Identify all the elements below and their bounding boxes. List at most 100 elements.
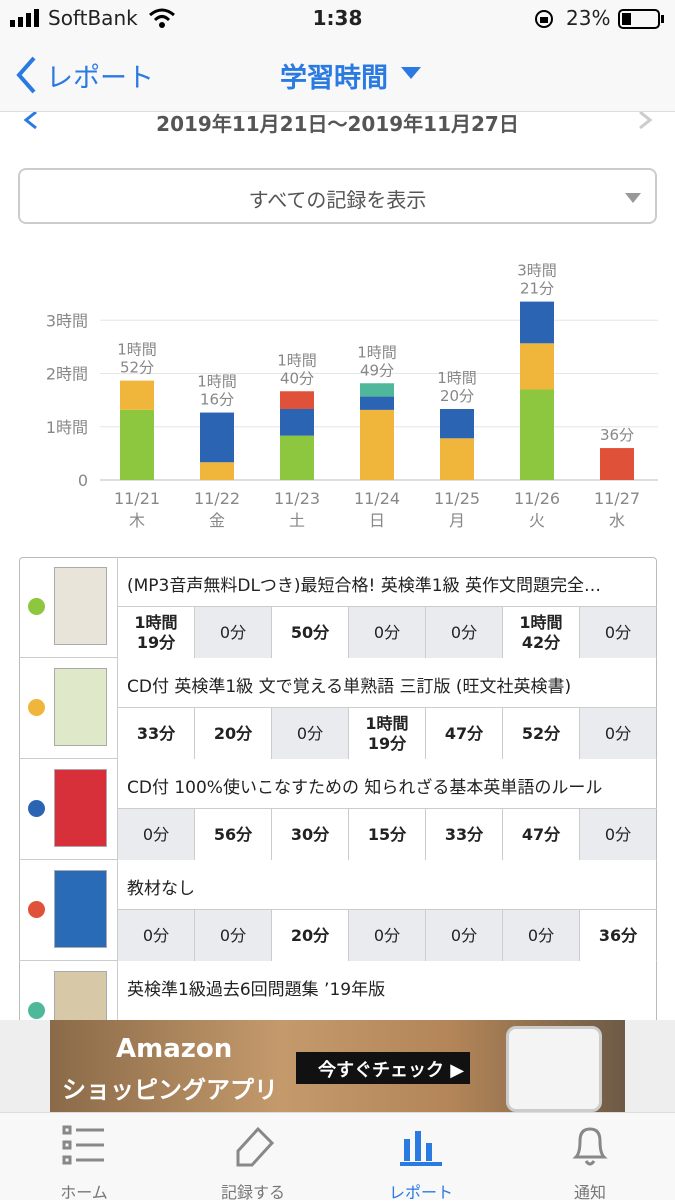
ad-area: Amazon ショッピングアプリ 今すぐチェック ▶: [0, 1020, 675, 1112]
material-title: (MP3音声無料DLつき)最短合格! 英検準1級 英作文問題完全…: [127, 576, 601, 596]
divider: [117, 961, 118, 1020]
time-text: 52分: [521, 723, 561, 743]
time-text: 47分: [444, 723, 484, 743]
report-icon[interactable]: [400, 1127, 444, 1167]
time-text: 50分: [290, 622, 330, 642]
x-tick-label: 11/24: [354, 489, 400, 508]
bar-segment: [200, 412, 234, 463]
lock-icon: [535, 10, 553, 28]
ad-button[interactable]: 今すぐチェック ▶: [296, 1052, 470, 1084]
tab-bar: ホーム 記録する レポート 通知: [0, 1112, 675, 1202]
home-icon[interactable]: [62, 1125, 106, 1165]
signal-icon: [10, 9, 39, 27]
divider: [117, 606, 657, 607]
ad-app: ショッピングアプリ: [62, 1076, 278, 1104]
y-tick-label: 1時間: [46, 418, 88, 437]
total-label: 21分: [520, 280, 554, 298]
total-label: 49分: [360, 361, 394, 379]
title-dropdown-arrow[interactable]: [400, 66, 422, 80]
weekday-label: 火: [529, 511, 545, 530]
notify-icon[interactable]: [570, 1123, 610, 1169]
nav-title[interactable]: 学習時間: [280, 63, 388, 94]
time-cell: 33分: [117, 708, 194, 759]
next-week[interactable]: [636, 112, 656, 132]
bar-segment: [360, 409, 394, 480]
bar-segment: [360, 396, 394, 410]
date-range: 2019年11月21日〜2019年11月27日: [156, 112, 519, 136]
x-tick-label: 11/23: [274, 489, 320, 508]
material-thumbnail: [54, 668, 107, 746]
time-text: 20分: [213, 723, 253, 743]
time-text: 30分: [290, 824, 330, 844]
bar-segment: [280, 435, 314, 480]
materials-table: (MP3音声無料DLつき)最短合格! 英検準1級 英作文問題完全… 1時間 19分 0…: [0, 557, 675, 1020]
material-dot: [28, 699, 45, 716]
time-text: 0分: [527, 925, 555, 945]
back-button[interactable]: レポート: [46, 63, 154, 94]
ad-banner[interactable]: Amazon ショッピングアプリ 今すぐチェック ▶: [50, 1020, 625, 1112]
material-thumbnail: [54, 870, 107, 948]
time-cell: 0分: [425, 910, 502, 961]
material-dot: [28, 1002, 45, 1019]
time-cell: 0分: [194, 910, 271, 961]
filter-label: すべての記録を表示: [248, 188, 427, 212]
time-text: 47分: [521, 824, 561, 844]
total-label: 20分: [440, 387, 474, 405]
time-cell: 33分: [425, 809, 502, 860]
time-text: 0分: [219, 925, 247, 945]
y-tick-label: 2時間: [46, 365, 88, 384]
filter-dropdown[interactable]: すべての記録を表示: [18, 168, 657, 224]
material-title: CD付 100%使いこなすための 知られざる基本英単語のルール: [127, 778, 603, 798]
time-text: 15分: [367, 824, 407, 844]
filter-arrow: [625, 193, 641, 203]
time-cell: 1時間 19分: [117, 607, 194, 658]
bar-segment: [520, 343, 554, 390]
time-cell: 0分: [425, 607, 502, 658]
time-text: 0分: [219, 622, 247, 642]
prev-week[interactable]: [20, 112, 40, 132]
time-cell: 20分: [194, 708, 271, 759]
time-text: 0分: [604, 622, 632, 642]
time-text: 33分: [444, 824, 484, 844]
ad-button-label: 今すぐチェック: [318, 1060, 444, 1081]
material-row: CD付 100%使いこなすための 知られざる基本英単語のルール 0分 56分 30分 1…: [19, 759, 657, 860]
tab-label[interactable]: レポート: [388, 1183, 453, 1202]
battery-percent: 23%: [566, 6, 611, 30]
time-cell: 47分: [502, 809, 579, 860]
time-cell: 0分: [348, 910, 425, 961]
total-label: 1時間: [357, 343, 397, 361]
bar-segment: [200, 462, 234, 480]
weekday-label: 月: [449, 511, 465, 530]
time-cell: 47分: [425, 708, 502, 759]
material-row: 英検準1級過去6回問題集 ’19年版: [19, 961, 657, 1020]
time-text: 0分: [296, 723, 324, 743]
material-title: 英検準1級過去6回問題集 ’19年版: [127, 980, 386, 1000]
bar-segment: [440, 409, 474, 439]
back-chevron[interactable]: [14, 56, 40, 94]
bar-segment: [120, 409, 154, 480]
time-text: 42分: [521, 632, 561, 652]
time-cell: 30分: [271, 809, 348, 860]
weekday-label: 土: [289, 511, 305, 530]
time-cell: 36分: [579, 910, 656, 961]
material-title: 教材なし: [127, 879, 195, 899]
total-label: 3時間: [517, 262, 557, 280]
divider: [117, 808, 657, 809]
material-thumbnail: [54, 567, 107, 645]
tab-label[interactable]: 通知: [573, 1183, 606, 1202]
record-icon[interactable]: [230, 1123, 276, 1169]
tab-label[interactable]: ホーム: [60, 1183, 108, 1202]
time-text: 36分: [598, 925, 638, 945]
time-cell: 0分: [117, 910, 194, 961]
ad-brand: Amazon: [116, 1034, 233, 1064]
battery-icon: [618, 9, 664, 29]
time-text: 0分: [604, 723, 632, 743]
total-label: 52分: [120, 359, 154, 377]
time-text: 0分: [450, 925, 478, 945]
time-cell: 15分: [348, 809, 425, 860]
stacked-bar-chart: 01時間2時間3時間1時間52分11/21木1時間16分11/22金1時間40分…: [46, 262, 658, 530]
time-cell: 50分: [271, 607, 348, 658]
tab-label[interactable]: 記録する: [220, 1183, 285, 1202]
material-dot: [28, 598, 45, 615]
